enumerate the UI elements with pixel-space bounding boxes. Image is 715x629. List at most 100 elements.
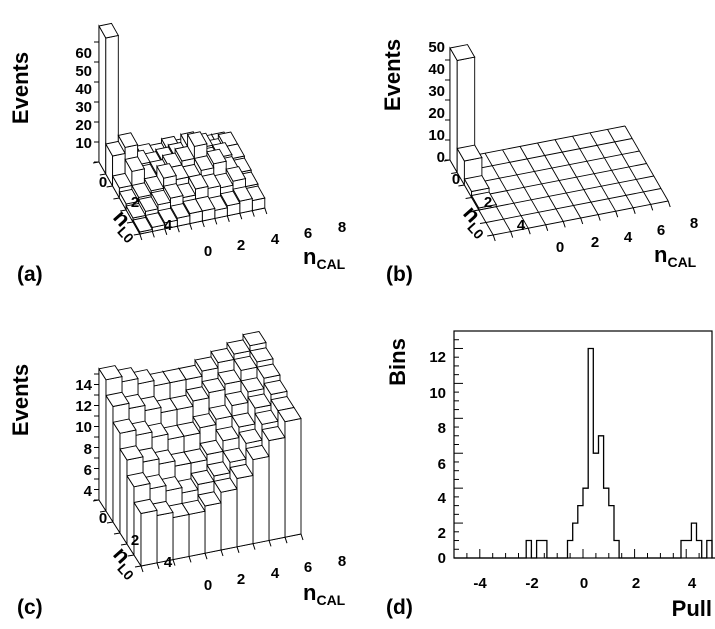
ctick-b-1: 2 — [591, 234, 599, 251]
ytick-a-3: 30 — [75, 99, 92, 116]
panel-d: Bins 12 10 8 6 4 2 0 -4 -2 0 2 4 Pull (d… — [385, 330, 715, 621]
histogram-d — [454, 347, 715, 559]
yticks-a: 60 50 40 30 20 10 — [75, 45, 92, 152]
nCAL-sub-c: CAL — [316, 592, 345, 608]
ltick-b-2: 4 — [517, 217, 526, 234]
nCAL-ticks-b: 0 2 4 6 8 — [556, 215, 698, 256]
ytick-d-0: 12 — [429, 349, 446, 366]
panel-label-c: (c) — [17, 596, 43, 619]
ytick-b-0: 50 — [428, 39, 445, 56]
xtick-d-3: 2 — [632, 575, 640, 592]
bars-b — [443, 44, 671, 242]
ltick-c-2: 4 — [164, 554, 173, 571]
yticks-c: 14 12 10 8 6 4 — [75, 377, 92, 500]
nCAL-ticks-c: 0 2 4 6 8 — [204, 553, 346, 594]
ctick-c-4: 8 — [338, 553, 346, 570]
ltick-b-1: 2 — [484, 194, 492, 211]
ytick-b-4: 10 — [428, 127, 445, 144]
bar-b-0-0 — [449, 44, 476, 175]
panel-b: Events 50 40 30 20 10 0 0 2 4 0 2 4 6 8 … — [380, 39, 698, 286]
ytick-d-1: 10 — [429, 385, 446, 402]
ltick-c-1: 2 — [131, 532, 139, 549]
ltick-b-0: 0 — [452, 171, 460, 188]
ytick-b-1: 40 — [428, 61, 445, 78]
ctick-b-0: 0 — [556, 239, 564, 256]
tick-marks-d — [453, 330, 713, 559]
nCAL-n-c: n — [303, 580, 316, 605]
ytick-d-3: 6 — [438, 456, 446, 473]
nCAL-n-a: n — [303, 244, 316, 269]
bar-a-5-8 — [232, 186, 253, 215]
yticks-d: 12 10 8 6 4 2 0 — [429, 349, 446, 567]
ltick-a-0: 0 — [99, 174, 107, 191]
ctick-c-2: 4 — [271, 565, 280, 582]
ytick-c-2: 10 — [75, 419, 92, 436]
ytick-d-6: 0 — [438, 550, 446, 567]
panel-label-a: (a) — [17, 263, 43, 286]
ytick-b-5: 0 — [437, 149, 445, 166]
ytick-b-2: 30 — [428, 83, 445, 100]
ctick-b-3: 6 — [657, 222, 665, 239]
ytick-a-0: 60 — [75, 45, 92, 62]
ctick-b-2: 4 — [624, 229, 633, 246]
frame-d — [453, 330, 713, 559]
ylabel-a: Events — [8, 52, 33, 124]
bar-c-5-0 — [133, 498, 158, 568]
nL0-ticks-c: 0 2 4 — [99, 510, 173, 571]
ctick-a-2: 4 — [271, 231, 280, 248]
panel-c: Events 14 12 10 8 6 4 0 2 4 0 2 4 6 8 nL… — [8, 330, 346, 619]
nCAL-sub-b: CAL — [667, 254, 696, 270]
ctick-c-3: 6 — [304, 559, 312, 576]
ltick-c-0: 0 — [99, 510, 107, 527]
xtick-d-2: 0 — [580, 575, 588, 592]
ytick-d-2: 8 — [438, 420, 446, 437]
ytick-a-1: 50 — [75, 63, 92, 80]
ctick-c-1: 2 — [237, 571, 245, 588]
ylabel-d: Bins — [385, 338, 410, 386]
ytick-d-4: 4 — [438, 490, 447, 507]
nCAL-ticks-a: 0 2 4 6 8 — [204, 219, 346, 260]
ytick-b-3: 20 — [428, 105, 445, 122]
nCAL-title-c: nCAL — [303, 580, 346, 608]
ytick-a-5: 10 — [75, 135, 92, 152]
ytick-c-0: 14 — [75, 377, 92, 394]
ctick-c-0: 0 — [204, 577, 212, 594]
ctick-a-3: 6 — [304, 225, 312, 242]
yticks-b: 50 40 30 20 10 0 — [428, 39, 445, 166]
nCAL-title-b: nCAL — [654, 242, 697, 270]
bar-a-0-0 — [98, 22, 119, 176]
ylabel-c: Events — [8, 364, 33, 436]
nL0-ticks-b: 0 2 4 — [452, 171, 526, 234]
nL0-ticks-a: 0 2 4 — [99, 174, 173, 234]
ctick-a-4: 8 — [338, 219, 346, 236]
ctick-a-0: 0 — [204, 243, 212, 260]
ltick-a-2: 4 — [164, 217, 173, 234]
xlabel-d: Pull — [672, 596, 712, 621]
xtick-d-4: 4 — [688, 575, 697, 592]
ytick-d-5: 2 — [438, 525, 446, 542]
xticks-d: -4 -2 0 2 4 — [473, 575, 697, 592]
ctick-b-4: 8 — [690, 215, 698, 232]
ltick-a-1: 2 — [131, 194, 139, 211]
ytick-c-1: 12 — [75, 398, 92, 415]
bars-c — [92, 330, 304, 573]
nCAL-n-b: n — [654, 242, 667, 267]
bar-b-3-0 — [470, 191, 498, 212]
panel-label-b: (b) — [386, 263, 413, 286]
panel-label-d: (d) — [386, 596, 413, 619]
bar-a-5-0 — [132, 216, 153, 236]
ytick-a-2: 40 — [75, 81, 92, 98]
nCAL-sub-a: CAL — [316, 256, 345, 272]
nCAL-title-a: nCAL — [303, 244, 346, 272]
ytick-c-5: 4 — [84, 483, 93, 500]
ytick-c-3: 8 — [84, 441, 92, 458]
ytick-a-4: 20 — [75, 117, 92, 134]
bars-a — [92, 22, 268, 241]
ylabel-b: Events — [380, 39, 405, 111]
panel-a: Events 60 50 40 30 20 10 0 2 4 0 2 4 6 8… — [8, 22, 346, 286]
xtick-d-0: -4 — [473, 575, 487, 592]
xtick-d-1: -2 — [525, 575, 538, 592]
ctick-a-1: 2 — [237, 237, 245, 254]
ytick-c-4: 6 — [84, 462, 92, 479]
